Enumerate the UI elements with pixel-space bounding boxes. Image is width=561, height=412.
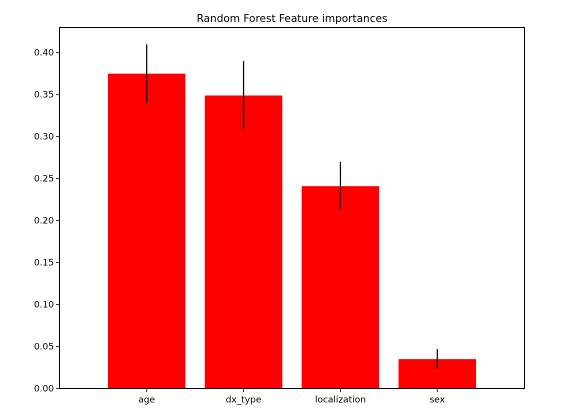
y-tick-label: 0.15 xyxy=(34,259,54,269)
x-tick-label-localization: localization xyxy=(315,396,366,406)
y-tick-label: 0.20 xyxy=(34,217,54,227)
x-tick-label-dx-type: dx_type xyxy=(226,396,262,406)
bar-dx-type xyxy=(204,95,283,389)
y-tick-label: 0.25 xyxy=(34,175,54,185)
y-tick-label: 0.10 xyxy=(34,301,54,311)
bar-age xyxy=(107,73,186,389)
chart-title: Random Forest Feature importances xyxy=(197,13,388,25)
y-tick-label: 0.35 xyxy=(34,91,54,101)
bar-localization xyxy=(301,186,380,389)
error-bars-layer xyxy=(146,44,438,369)
y-tick-label: 0.40 xyxy=(34,49,54,59)
y-axis: 0.00 0.05 0.10 0.15 0.20 0.25 0.30 0.35 0.40 xyxy=(34,49,60,395)
x-axis: age dx_type localization sex xyxy=(138,388,446,406)
bars-layer xyxy=(107,73,477,389)
x-tick-label-sex: sex xyxy=(430,396,446,406)
y-tick-label: 0.00 xyxy=(34,385,54,395)
y-tick-label: 0.05 xyxy=(34,343,54,353)
y-tick-label: 0.30 xyxy=(34,133,54,143)
x-tick-label-age: age xyxy=(138,396,155,406)
plot-area-frame xyxy=(59,27,525,389)
